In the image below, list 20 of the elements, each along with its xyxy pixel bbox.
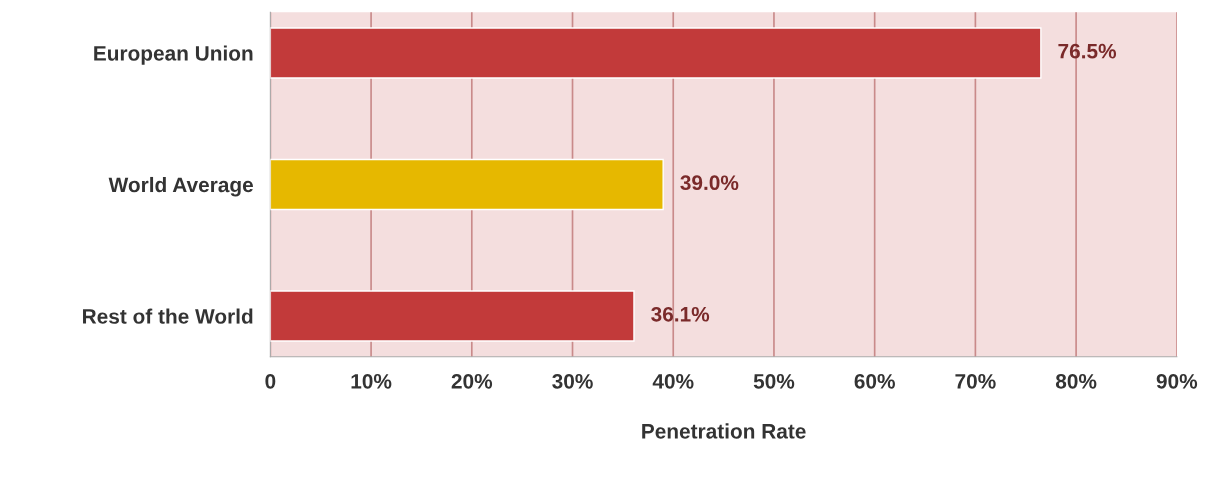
x-tick-label: 40% bbox=[652, 373, 694, 389]
x-tick-label: 70% bbox=[955, 373, 996, 389]
x-tick-label: 60% bbox=[854, 373, 895, 389]
data-label: 39.0% bbox=[680, 175, 739, 191]
x-tick-label: 90% bbox=[1156, 373, 1198, 389]
x-tick-label: 20% bbox=[451, 373, 493, 389]
y-tick-label: Rest of the World bbox=[83, 308, 253, 324]
y-tick-label: World Average bbox=[108, 176, 253, 197]
x-tick-label: 50% bbox=[753, 373, 795, 389]
x-tick-label: 0 bbox=[265, 373, 276, 389]
x-tick-label: 30% bbox=[552, 373, 593, 389]
x-tick-label: 80% bbox=[1055, 373, 1097, 389]
x-tick-label: 10% bbox=[351, 373, 392, 389]
data-label: 36.1% bbox=[651, 306, 710, 322]
bar bbox=[270, 290, 635, 342]
x-axis-title: Penetration Rate bbox=[642, 423, 806, 439]
y-tick-label: European Union bbox=[94, 45, 253, 65]
data-label: 76.5% bbox=[1058, 43, 1117, 59]
bar bbox=[270, 158, 664, 211]
bar bbox=[270, 27, 1042, 79]
